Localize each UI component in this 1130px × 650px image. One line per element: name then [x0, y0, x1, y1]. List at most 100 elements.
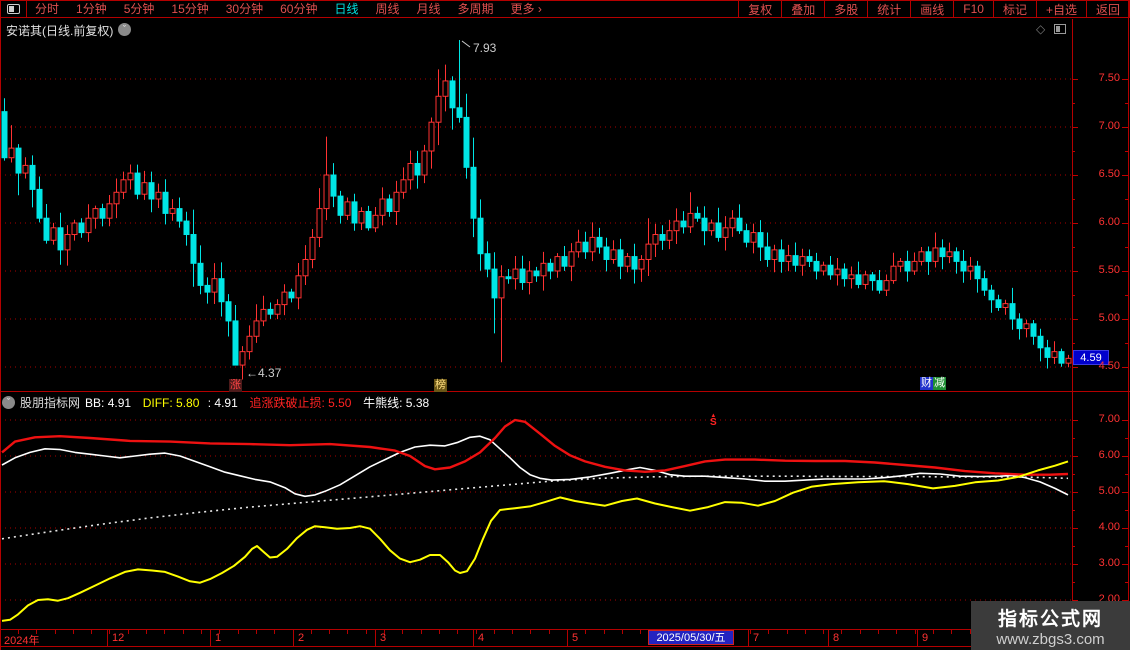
last-price-tag: 4.59	[1073, 350, 1109, 365]
main-axis-tick-right	[1125, 151, 1128, 152]
layout-toggle-button[interactable]	[0, 1, 27, 17]
period-item-2[interactable]: 5分钟	[123, 2, 155, 16]
date-minor-tick	[823, 630, 824, 634]
toolbar-button-4[interactable]: 画线	[910, 1, 953, 17]
month-label-1[interactable]: 1	[215, 632, 222, 644]
date-minor-tick	[878, 630, 879, 634]
toolbar-button-7[interactable]: +自选	[1035, 1, 1086, 17]
period-item-1[interactable]: 1分钟	[76, 2, 107, 16]
sub-axis-tick-right	[1125, 510, 1128, 511]
date-minor-tick	[18, 630, 19, 634]
toolbar-button-6[interactable]: 标记	[992, 1, 1036, 17]
candlestick-svg: 7.93 ←4.37	[0, 40, 1072, 380]
month-boundary-line	[107, 630, 108, 646]
main-axis-tick-right	[1122, 175, 1128, 176]
marker-jian: 减	[933, 377, 946, 390]
indicator-value-3: 追涨跌破止损: 5.50	[249, 396, 359, 410]
month-label-9[interactable]: 9	[922, 632, 929, 644]
main-axis-label-4.50: 4.50	[1098, 360, 1120, 372]
period-item-7[interactable]: 周线	[375, 2, 400, 16]
month-label-4[interactable]: 4	[478, 632, 485, 644]
sub-axis-tick-right	[1122, 420, 1128, 421]
month-boundary-line	[473, 630, 474, 646]
month-boundary-line	[293, 630, 294, 646]
main-axis-tick	[1072, 319, 1078, 320]
date-minor-tick	[970, 630, 971, 634]
period-item-6[interactable]: 日线	[334, 2, 359, 16]
toolbar-button-3[interactable]: 统计	[867, 1, 910, 17]
indicator-site-name: 股朋指标网	[20, 396, 81, 410]
title-chevron-down-icon[interactable]: ˇ	[118, 23, 131, 36]
sub-axis-tick-right	[1122, 564, 1128, 565]
toolbar-button-8[interactable]: 返回	[1085, 1, 1130, 17]
month-label-2[interactable]: 2	[298, 632, 305, 644]
diamond-icon[interactable]: ◇	[1036, 22, 1046, 36]
toolbar: 分时 1分钟 5分钟 15分钟 30分钟 60分钟 日线 周线 月线 多周期 更多 › 复权 叠加 多股…	[0, 0, 1130, 18]
period-item-3[interactable]: 15分钟	[171, 2, 209, 16]
main-axis-tick-right	[1122, 271, 1128, 272]
date-axis[interactable]: 2025/05/30/五 2024年 12 1 2 3 4 5 7 8 9	[0, 629, 1072, 647]
month-boundary-line	[917, 630, 918, 646]
month-boundary-line	[567, 630, 568, 646]
main-candlestick-chart[interactable]: 7.93 ←4.37 涨 榜 财减 ▲ S	[0, 39, 1072, 428]
period-item-0[interactable]: 分时	[35, 2, 60, 16]
date-minor-tick	[805, 630, 806, 634]
window-split-icon[interactable]	[1054, 24, 1066, 34]
toolbar-button-1[interactable]: 叠加	[781, 1, 824, 17]
period-item-8[interactable]: 月线	[416, 2, 441, 16]
sub-axis-tick-right	[1125, 438, 1128, 439]
sub-axis-label-6.00: 6.00	[1098, 449, 1120, 461]
indicator-chevron-down-icon[interactable]: ˇ	[2, 396, 15, 409]
month-label-5[interactable]: 5	[572, 632, 579, 644]
toolbar-button-5[interactable]: F10	[953, 1, 993, 17]
main-axis-tick-right	[1122, 127, 1128, 128]
main-axis-tick	[1072, 295, 1075, 296]
date-minor-tick	[256, 630, 257, 634]
period-item-5[interactable]: 60分钟	[280, 2, 318, 16]
period-item-9[interactable]: 多周期	[457, 2, 494, 16]
month-label-2024年[interactable]: 2024年	[4, 635, 40, 647]
date-minor-tick	[494, 630, 495, 634]
window-right-border	[1128, 0, 1129, 650]
main-axis-tick	[1072, 103, 1075, 104]
sub-axis-tick-right	[1122, 528, 1128, 529]
main-axis-tick	[1072, 127, 1078, 128]
main-axis-tick	[1072, 199, 1075, 200]
date-minor-tick	[36, 630, 37, 634]
month-label-8[interactable]: 8	[833, 632, 840, 644]
date-minor-tick	[109, 630, 110, 634]
sub-axis-tick	[1072, 456, 1078, 457]
indicator-panel[interactable]: ˇ 股朋指标网 BB: 4.91 DIFF: 5.80 : 4.91 追涨跌破止…	[0, 392, 1072, 628]
month-label-12[interactable]: 12	[112, 632, 125, 644]
sub-axis-tick	[1072, 492, 1078, 493]
date-minor-tick	[530, 630, 531, 634]
toolbar-button-2[interactable]: 多股	[824, 1, 867, 17]
indicator-value-axis: 7.00 6.00 5.00 4.00 3.00 2.00	[1072, 392, 1130, 628]
date-minor-tick	[311, 630, 312, 634]
date-minor-tick	[604, 630, 605, 634]
period-item-4[interactable]: 30分钟	[225, 2, 264, 16]
sub-axis-tick-right	[1125, 546, 1128, 547]
svg-text:←4.37: ←4.37	[246, 366, 282, 380]
sub-axis-tick-right	[1125, 582, 1128, 583]
indicator-line-yellow	[1, 460, 1069, 622]
period-item-10[interactable]: 更多 ›	[510, 2, 542, 16]
sub-axis-tick	[1072, 546, 1075, 547]
date-minor-tick	[896, 630, 897, 634]
panel-separator	[0, 391, 1130, 392]
date-minor-tick	[146, 630, 147, 634]
toolbar-button-0[interactable]: 复权	[738, 1, 781, 17]
date-minor-tick	[512, 630, 513, 634]
main-axis-tick	[1072, 175, 1078, 176]
main-price-axis: 4.59 7.50 7.00 6.50 6.00 5.50 5.00 4.50	[1072, 39, 1130, 391]
date-minor-tick	[841, 630, 842, 634]
selected-date-badge: 2025/05/30/五	[648, 630, 734, 645]
toolbar-actions: 复权 叠加 多股 统计 画线 F10 标记 +自选 返回	[738, 1, 1130, 17]
month-label-7[interactable]: 7	[753, 632, 760, 644]
main-axis-label-7.50: 7.50	[1098, 72, 1120, 84]
date-minor-tick	[439, 630, 440, 634]
month-boundary-line	[375, 630, 376, 646]
date-minor-tick	[219, 630, 220, 634]
main-axis-label-7.00: 7.00	[1098, 120, 1120, 132]
month-label-3[interactable]: 3	[380, 632, 387, 644]
